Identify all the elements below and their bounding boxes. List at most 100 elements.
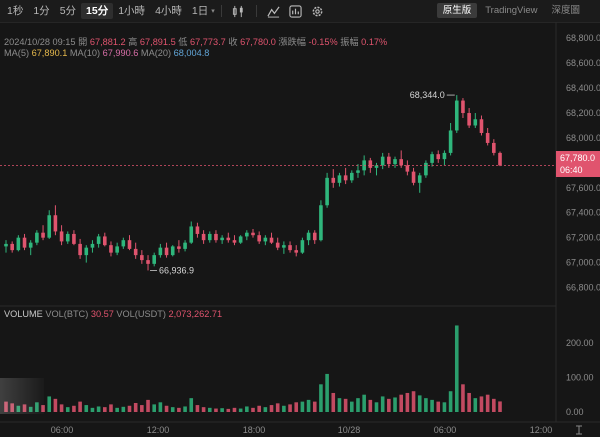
change-value: -0.15%	[308, 37, 338, 47]
volume-bar	[65, 407, 70, 412]
candle-body	[399, 159, 403, 166]
candle-body	[59, 231, 64, 242]
close-value: 67,780.0	[240, 37, 276, 47]
volume-bar	[238, 408, 243, 412]
volume-bar	[115, 407, 119, 412]
volume-bar	[232, 407, 237, 412]
candle-body	[232, 240, 237, 243]
x-tick-label: 10/28	[338, 425, 361, 435]
volume-bar	[319, 384, 323, 412]
candle-body	[35, 232, 39, 243]
timeframe-button[interactable]: 1秒	[7, 5, 24, 17]
volume-bar	[343, 398, 348, 412]
timeframe-button[interactable]: 1小時	[118, 5, 146, 17]
high-value: 67,891.5	[139, 37, 176, 47]
candle-body	[103, 236, 107, 246]
candle-body	[226, 237, 231, 241]
candle-body	[65, 233, 70, 242]
low-value: 67,773.7	[190, 37, 226, 47]
volume-bar	[96, 406, 101, 412]
close-label: 收	[228, 37, 238, 47]
countdown-value: 06:40	[560, 165, 583, 175]
volume-bar	[399, 394, 403, 412]
y-tick-label: 68,800.0	[566, 33, 600, 43]
candle-body	[479, 119, 484, 133]
current-price-value: 67,780.0	[560, 153, 596, 163]
candle-body	[263, 237, 268, 242]
candle-body	[16, 237, 21, 251]
candle-body	[28, 242, 33, 248]
low-label: 低	[178, 37, 188, 47]
candle-body	[189, 226, 194, 243]
candle-body	[393, 159, 397, 165]
volume-bar	[461, 384, 465, 412]
indicator-icon[interactable]	[266, 3, 282, 19]
candle-body	[319, 205, 323, 241]
candlestick-icon[interactable]	[231, 3, 247, 19]
candle-body	[356, 170, 360, 173]
volume-bar	[331, 392, 336, 412]
candle-body	[275, 242, 280, 248]
candle-body	[498, 152, 502, 166]
timeframe-button[interactable]: 15分	[81, 3, 114, 19]
candle-body	[269, 237, 274, 243]
timeframe-button[interactable]: 4小時	[155, 5, 182, 17]
volume-bar	[170, 407, 175, 412]
chevron-down-icon[interactable]: ▾	[211, 8, 215, 15]
volume-bar	[387, 398, 391, 412]
view-tab[interactable]: 原生版	[436, 3, 478, 18]
current-price-tag: 67,780.0 06:40	[556, 151, 600, 177]
timeframe-button[interactable]: 5分	[59, 5, 77, 17]
volume-bar	[442, 402, 447, 412]
volume-bar	[47, 396, 52, 412]
y-tick-label: 67,000.0	[566, 258, 600, 268]
ma10-label: MA(10)	[69, 48, 101, 58]
volume-bar	[380, 396, 385, 412]
volume-bar	[164, 405, 169, 412]
candle-body	[461, 100, 465, 114]
candle-body	[405, 165, 410, 172]
volume-tick-label: 100.00	[566, 372, 594, 382]
volume-bar	[59, 404, 64, 412]
candle-body	[195, 226, 200, 234]
candle-body	[4, 243, 8, 247]
watermark-thumbnail	[0, 378, 44, 414]
volume-bar	[207, 407, 212, 412]
candle-body	[300, 240, 305, 253]
chart-settings-icon[interactable]	[288, 3, 304, 19]
candle-body	[115, 246, 119, 253]
ma-legend: MA(5) 67,890.1 MA(10) 67,990.6 MA(20) 68…	[4, 48, 209, 58]
price-chart[interactable]: 66,800.0 67,000.0 67,200.0 67,400.0 67,600.0…	[0, 22, 600, 437]
volume-legend: VOLUME VOL(BTC) 30.57 VOL(USDT) 2,073,26…	[4, 309, 222, 319]
vol-usdt-label: VOL(USDT)	[116, 309, 166, 319]
volume-bar	[195, 405, 200, 412]
volume-tick-label: 200.00	[566, 338, 594, 348]
volume-bar	[492, 398, 496, 412]
candle-body	[201, 233, 206, 241]
candle-body	[436, 154, 441, 160]
gear-icon[interactable]	[310, 3, 326, 19]
candle-body	[220, 237, 224, 241]
candle-body	[282, 245, 286, 248]
y-tick-label: 68,600.0	[566, 58, 600, 68]
timeframe-button[interactable]: 1日	[191, 5, 209, 17]
view-tab[interactable]: 深度圖	[551, 5, 580, 16]
y-tick-label: 68,400.0	[566, 83, 600, 93]
volume-bar	[312, 401, 317, 412]
volume-bar	[485, 394, 490, 412]
volume-bar	[294, 402, 299, 412]
view-tab[interactable]: TradingView	[485, 5, 538, 16]
candle-body	[133, 248, 138, 256]
candle-body	[257, 235, 261, 242]
timeframe-button[interactable]: 1分	[33, 5, 50, 17]
volume-bar	[300, 401, 305, 412]
candle-body	[492, 142, 496, 153]
vol-usdt-value: 2,073,262.71	[168, 309, 223, 319]
timeframe-group: 1秒 1分 5分 15分 1小時 4小時 1日	[0, 3, 213, 19]
volume-bar	[306, 399, 311, 412]
volume-bar	[362, 394, 366, 412]
candle-body	[312, 232, 317, 241]
volume-tick-label: 0.00	[566, 407, 584, 417]
amplitude-value: 0.17%	[361, 37, 388, 47]
volume-bar	[4, 401, 8, 412]
